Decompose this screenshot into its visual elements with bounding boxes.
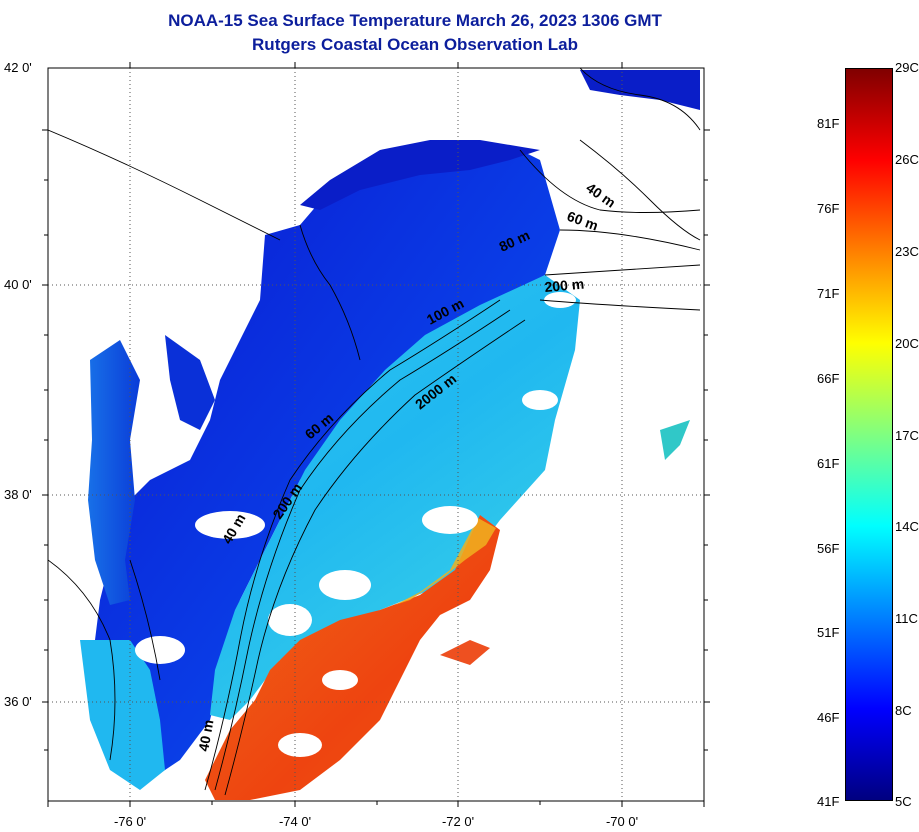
long-island-sound — [300, 140, 540, 210]
contour-label-10: 40 m — [195, 718, 216, 752]
contour-label-4: 200 m — [544, 276, 585, 295]
graticule — [48, 68, 704, 801]
northeast-cold-patch — [580, 70, 700, 110]
colorbar-f-label-41: 41F — [817, 794, 840, 809]
colorbar-c-label-26: 26C — [895, 152, 919, 167]
colorbar-c-label-20: 20C — [895, 336, 919, 351]
colorbar-c-label-23: 23C — [895, 244, 919, 259]
offshore-patch-2 — [440, 640, 490, 665]
sst-field — [80, 70, 700, 800]
lon-label-70: -70 0' — [606, 814, 638, 829]
lat-label-38: 38 0' — [4, 487, 32, 502]
colorbar-f-label-71: 71F — [817, 286, 840, 301]
chesapeake-bay — [88, 340, 140, 605]
colorbar-f-label-46: 46F — [817, 710, 840, 725]
lat-label-36: 36 0' — [4, 694, 32, 709]
lon-label-72: -72 0' — [442, 814, 474, 829]
colorbar-f-label-76: 76F — [817, 201, 840, 216]
colorbar-c-label-17: 17C — [895, 428, 919, 443]
gulf-stream-warm — [205, 515, 500, 800]
colorbar-c-label-8: 8C — [895, 703, 912, 718]
lon-label-76: -76 0' — [114, 814, 146, 829]
colorbar-f-label-81: 81F — [817, 116, 840, 131]
colorbar-f-label-51: 51F — [817, 625, 840, 640]
offshore-patch-1 — [660, 420, 690, 460]
delaware-bay — [165, 335, 215, 430]
colorbar-c-label-5: 5C — [895, 794, 912, 809]
shelf-water — [95, 140, 560, 780]
colorbar-f-label-56: 56F — [817, 541, 840, 556]
lat-label-40: 40 0' — [4, 277, 32, 292]
sst-map: 40 m 60 m 80 m 200 m 100 m 2000 m 60 m 2… — [4, 60, 710, 829]
colorbar-c-label-11: 11C — [895, 611, 918, 626]
colorbar-f-label-61: 61F — [817, 456, 840, 471]
map-subtitle: Rutgers Coastal Ocean Observation Lab — [252, 35, 578, 54]
map-title: NOAA-15 Sea Surface Temperature March 26… — [168, 11, 662, 30]
nc-coastal-water — [80, 640, 165, 790]
colorbar-f-label-66: 66F — [817, 371, 840, 386]
axis-ticks — [42, 62, 710, 807]
lat-label-42: 42 0' — [4, 60, 32, 75]
colorbar-c-label-29: 29C — [895, 60, 919, 75]
lon-label-74: -74 0' — [279, 814, 311, 829]
contour-lines — [48, 68, 701, 796]
cloud-gaps — [135, 292, 576, 757]
stream-edge — [395, 518, 496, 605]
colorbar-c-label-14: 14C — [895, 519, 919, 534]
colorbar — [845, 68, 893, 801]
